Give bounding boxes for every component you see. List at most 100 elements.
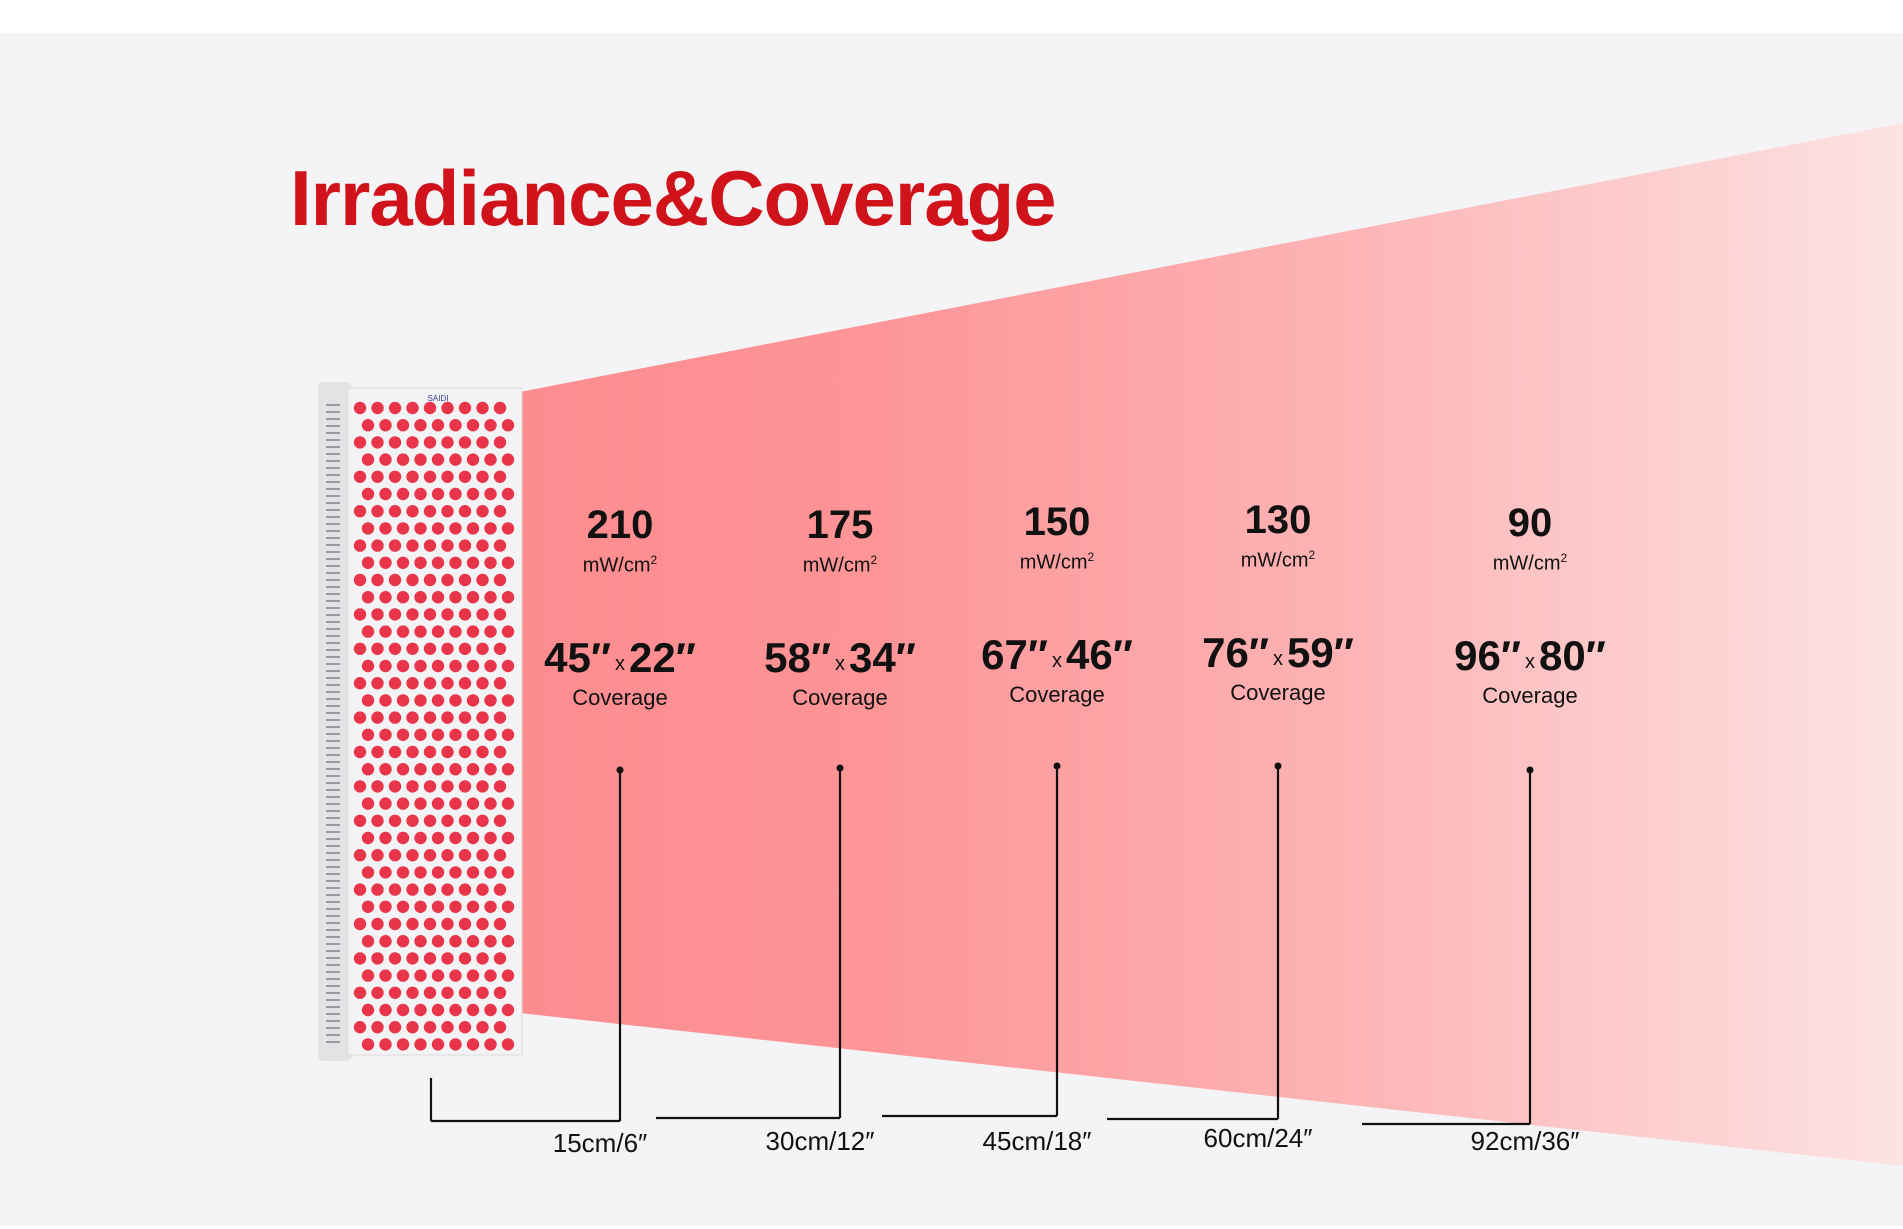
led-bulb [388,917,402,931]
led-bulb [379,1003,392,1017]
led-bulb [353,883,367,896]
led-bulb [484,625,497,638]
led-bulb [493,401,507,415]
coverage-x: x [1525,650,1535,673]
coverage-width: 96″ [1454,631,1521,679]
led-bulb [484,728,497,741]
led-bulb [441,539,454,552]
led-bulb [484,694,497,707]
led-bulb [484,969,497,982]
led-bulb [431,831,445,845]
led-bulb [501,659,515,673]
led-bulb [441,642,454,655]
led-bulb [493,883,507,896]
led-bulb [501,797,515,810]
led-bulb [361,453,375,466]
led-bulb [361,969,375,982]
led-bulb [466,694,480,707]
led-bulb [396,728,410,741]
led-bulb [406,677,419,690]
led-bulb [449,1038,462,1051]
led-bulb [449,659,462,673]
distance-label: 45cm/18″ [982,1126,1092,1156]
led-bulb [423,711,437,724]
led-bulb [466,969,480,982]
led-bulb [431,659,445,673]
led-bulb [501,625,515,638]
coverage-height: 22″ [629,633,696,681]
led-bulb [458,745,472,759]
led-bulb [476,745,489,759]
led-bulb [423,470,437,483]
led-bulb [361,625,375,638]
led-bulb [493,711,507,724]
panel-brand-logo: SAIDI [428,394,449,403]
led-bulb [406,539,419,552]
coverage-label: Coverage [572,684,668,710]
led-bulb [396,866,410,879]
led-bulb [501,487,515,501]
led-bulb [406,883,419,896]
led-bulb [484,935,497,948]
led-bulb [458,642,472,655]
led-bulb [484,797,497,810]
led-bulb [406,608,419,621]
led-bulb [414,831,427,845]
coverage-width: 76″ [1202,628,1269,676]
led-bulb [501,728,515,741]
led-bulb [458,470,472,483]
led-bulb [396,831,410,845]
led-bulb [476,814,489,827]
led-bulb [371,711,384,724]
led-bulb [484,419,497,432]
led-bulb [466,866,480,879]
led-bulb [423,436,437,449]
coverage-dimensions: 96″ x80″ [1410,631,1650,685]
led-bulb [361,419,375,432]
led-bulb [431,900,445,913]
led-bulb [501,591,515,604]
led-bulb [476,539,489,552]
coverage-x: x [835,652,845,675]
led-bulb [361,694,375,707]
light-beam-diagram: SAIDI [318,123,1903,1166]
led-bulb [431,556,445,569]
unit-exponent: 2 [1087,550,1095,564]
led-bulb [353,711,367,724]
led-bulb [449,487,462,501]
led-bulb [466,487,480,501]
led-bulb [353,401,367,415]
unit-text: mW/cm [802,554,871,577]
led-bulb [476,642,489,655]
led-bulb [406,849,419,862]
led-bulb [484,1038,497,1051]
led-bulb [501,522,515,535]
irradiance-unit: mW/cm2 [1158,544,1398,572]
led-bulb [431,419,445,432]
led-bulb [476,883,489,896]
led-bulb [371,539,384,552]
led-bulb [431,969,445,982]
led-bulb [388,849,402,862]
coverage-label: Coverage [1482,682,1578,708]
led-bulb [441,711,454,724]
led-bulb [423,986,437,999]
led-bulb [493,849,507,862]
led-bulb [414,935,427,948]
led-bulb [414,625,427,638]
led-bulb [484,763,497,776]
led-bulb [388,608,402,621]
led-bulb [441,1021,454,1034]
unit-exponent: 2 [650,553,658,567]
coverage-width: 67″ [981,630,1048,678]
led-bulb [406,505,419,518]
unit-text: mW/cm [582,554,651,577]
irradiance-unit: mW/cm2 [500,549,740,577]
led-bulb [449,1003,462,1017]
led-bulb [379,1038,392,1051]
led-bulb [431,728,445,741]
led-bulb [353,539,367,552]
led-bulb [371,883,384,896]
led-bulb [449,591,462,604]
led-bulb [501,1038,515,1051]
